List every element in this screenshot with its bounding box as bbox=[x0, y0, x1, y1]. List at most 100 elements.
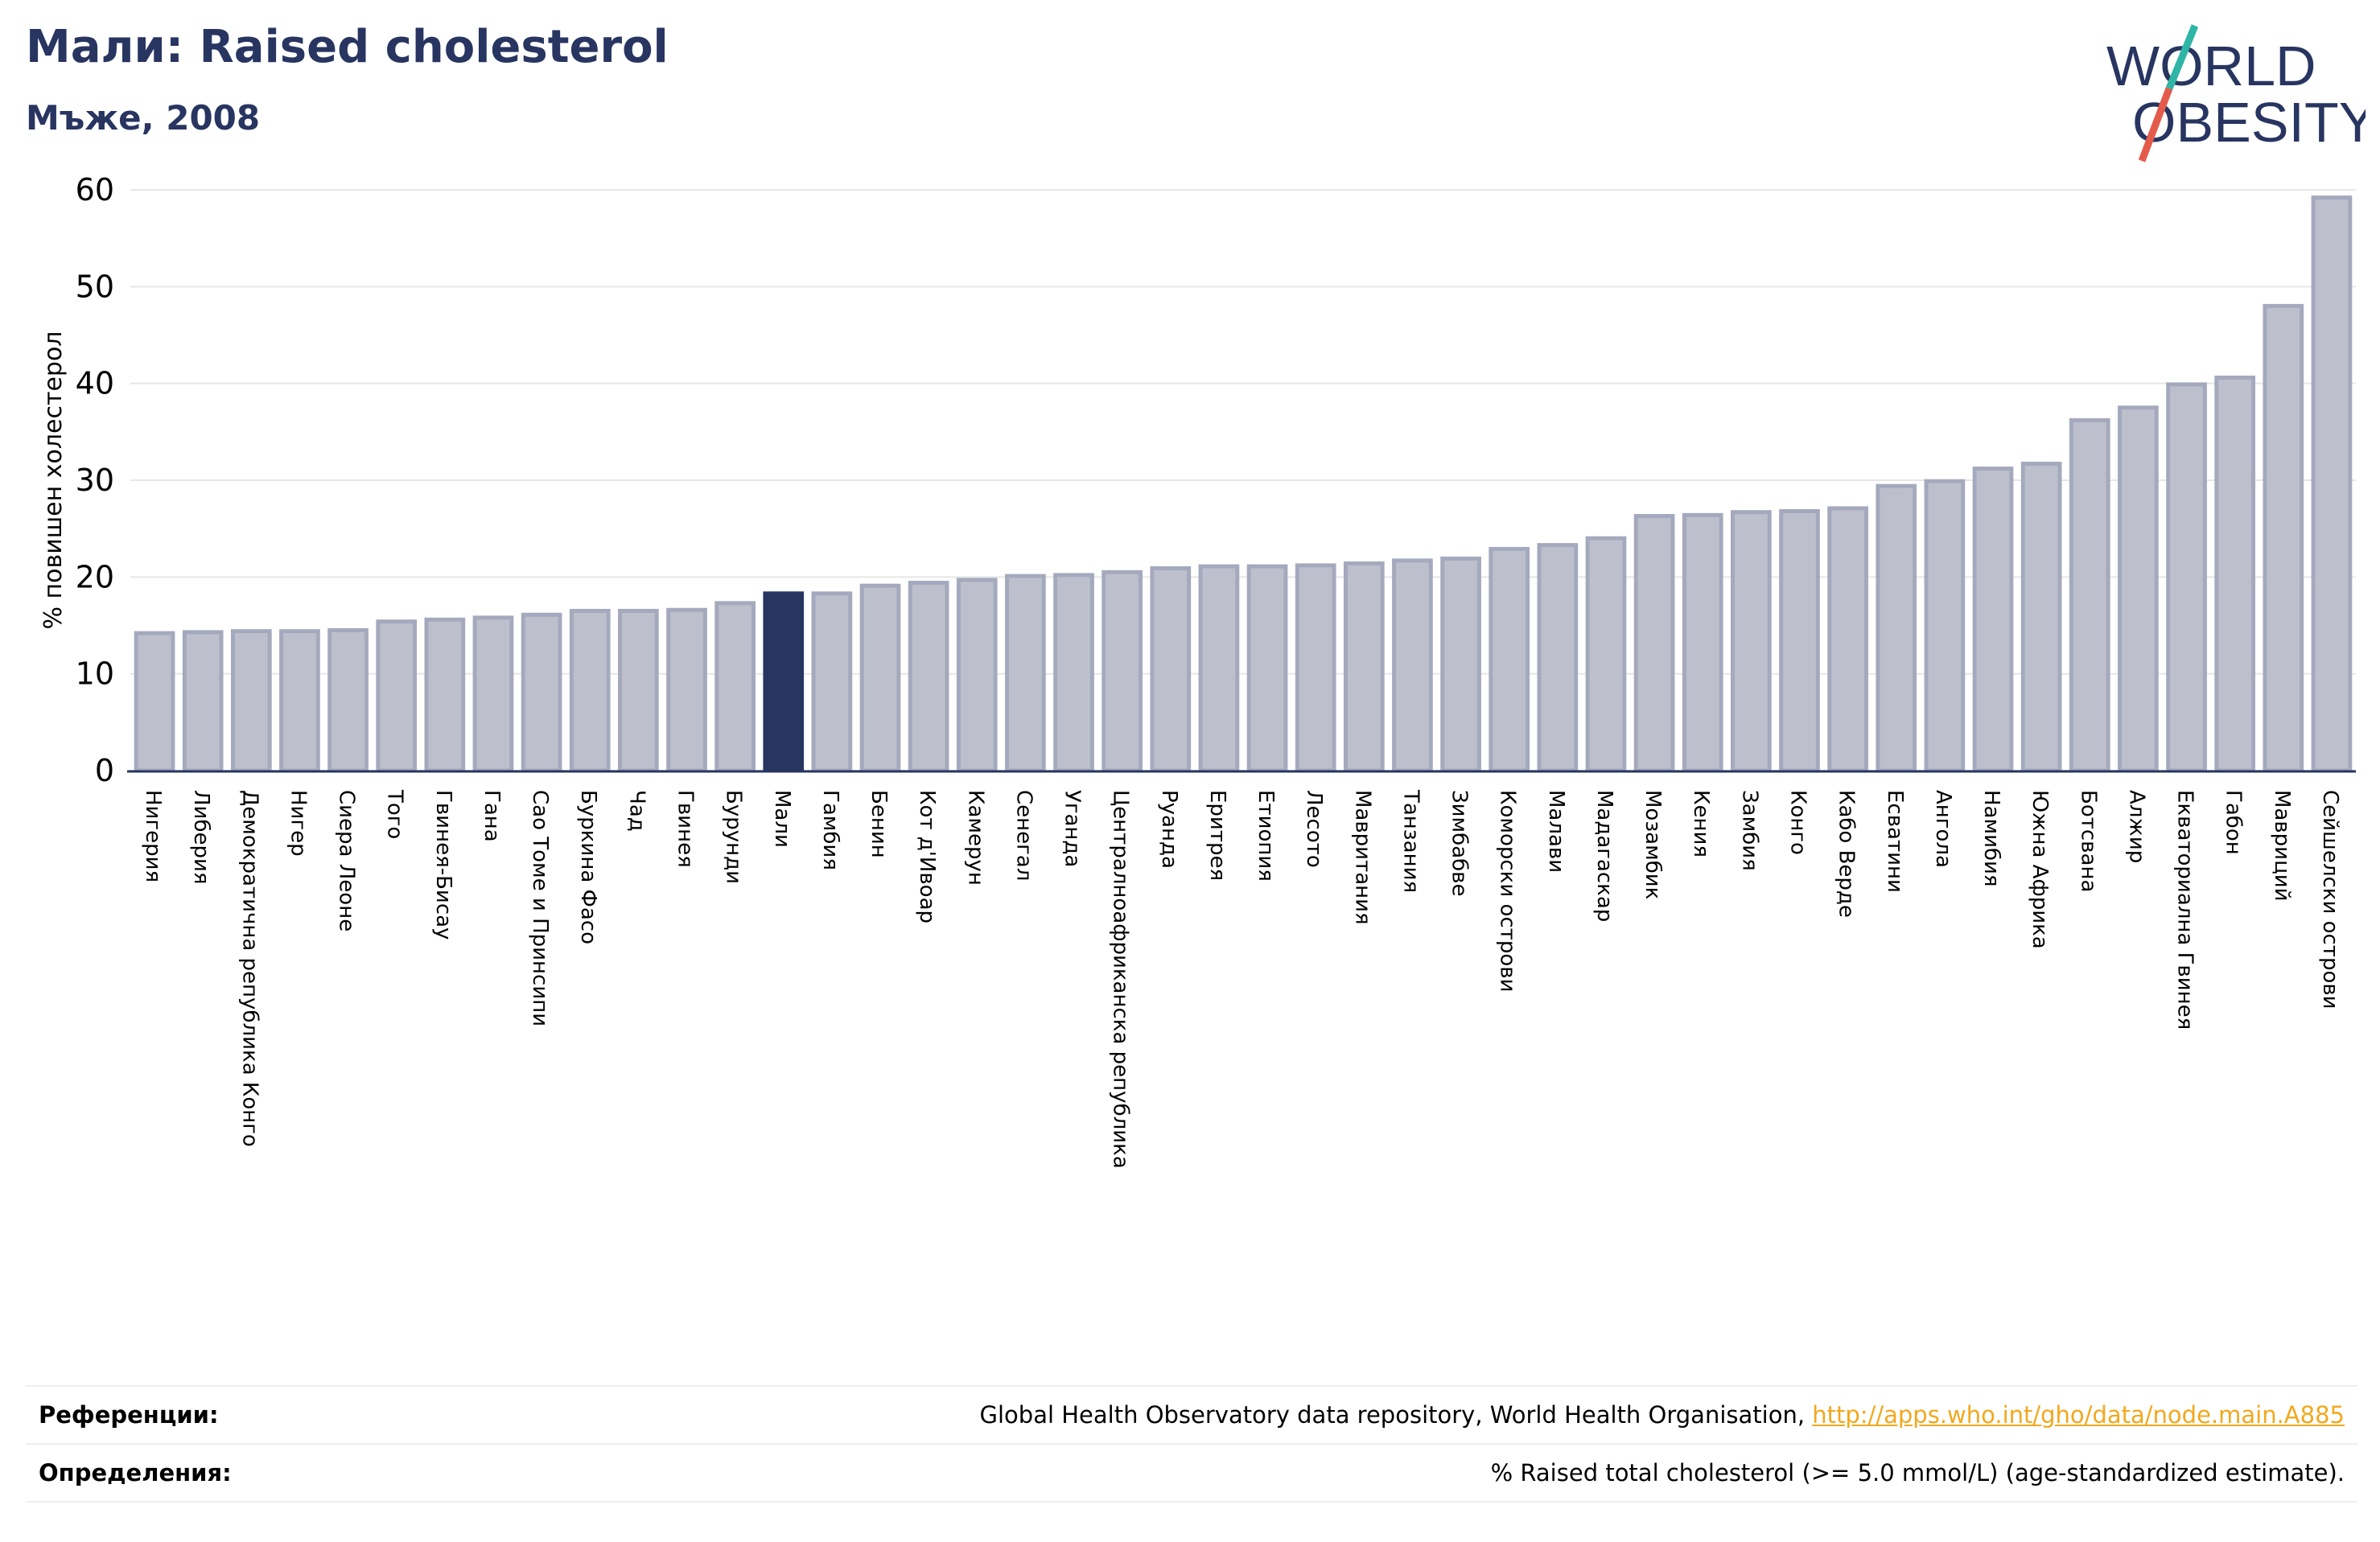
bar[interactable] bbox=[2311, 195, 2353, 773]
bar[interactable] bbox=[1779, 509, 1820, 773]
y-tick-label: 40 bbox=[76, 366, 114, 401]
x-tick-label: Кабо Верде bbox=[1834, 790, 1859, 918]
x-tick-label: Зимбабве bbox=[1447, 790, 1472, 897]
x-tick-label: Ботсвана bbox=[2076, 790, 2100, 892]
bar[interactable] bbox=[2020, 462, 2062, 773]
bar[interactable] bbox=[1876, 483, 1917, 773]
bar[interactable] bbox=[908, 581, 949, 773]
x-tick-label: Либерия bbox=[189, 790, 213, 885]
bar[interactable] bbox=[1633, 514, 1675, 773]
y-tick-label: 30 bbox=[76, 463, 114, 498]
x-tick-label: Кот д'Ивоар bbox=[915, 790, 939, 923]
references-row: Референции: Global Health Observatory da… bbox=[26, 1385, 2357, 1443]
chart-subtitle: Мъже, 2008 bbox=[26, 98, 261, 138]
bar[interactable] bbox=[2263, 303, 2304, 773]
x-tick-label: Бенин bbox=[867, 790, 891, 858]
bar[interactable] bbox=[618, 608, 659, 773]
x-tick-label: Сенегал bbox=[1011, 790, 1036, 881]
y-tick-label: 20 bbox=[76, 559, 114, 594]
bar[interactable] bbox=[521, 612, 562, 773]
references-value: Global Health Observatory data repositor… bbox=[980, 1401, 2345, 1429]
x-tick-label: Етиопия bbox=[1254, 790, 1278, 882]
x-tick-label: Мавриций bbox=[2270, 790, 2294, 902]
x-tick-label: Гвинея-Бисау bbox=[431, 790, 455, 940]
definitions-label: Определения: bbox=[39, 1459, 232, 1486]
x-tick-label: Сиера Леоне bbox=[335, 790, 359, 931]
bar[interactable] bbox=[134, 631, 175, 773]
bar[interactable] bbox=[1682, 512, 1723, 773]
bar[interactable] bbox=[1537, 543, 1579, 773]
bar[interactable] bbox=[279, 629, 320, 773]
bar[interactable] bbox=[472, 615, 514, 773]
bar-chart: 0 10 20 30 40 50 60 Нигерия Либерия Демократична… bbox=[39, 172, 2356, 1169]
logo-slash-red bbox=[2138, 87, 2173, 162]
x-tick-label: Гамбия bbox=[818, 790, 842, 870]
bar[interactable] bbox=[2214, 375, 2256, 773]
x-tick-label: Габон bbox=[2221, 790, 2246, 855]
x-tick-label: Демократична република Конго bbox=[237, 790, 261, 1147]
bar[interactable] bbox=[569, 608, 611, 773]
bar[interactable] bbox=[327, 628, 369, 773]
x-tick-label: Камерун bbox=[963, 790, 987, 886]
references-label: Референции: bbox=[39, 1401, 219, 1429]
chart-title: Мали: Raised cholesterol bbox=[26, 21, 669, 73]
x-tick-label: Централноафриканска република bbox=[1109, 790, 1133, 1169]
bar[interactable] bbox=[1150, 566, 1192, 773]
x-tick-label: Есватини bbox=[1883, 790, 1907, 893]
logo-slash-teal bbox=[2165, 24, 2199, 90]
y-tick-label: 10 bbox=[76, 656, 114, 692]
x-axis-labels: Нигерия Либерия Демократична република Кон… bbox=[141, 789, 2342, 1169]
bar[interactable] bbox=[1827, 506, 1868, 773]
bar[interactable] bbox=[2166, 382, 2207, 773]
bars bbox=[134, 195, 2353, 773]
bar[interactable] bbox=[859, 583, 901, 773]
bar[interactable] bbox=[1343, 561, 1385, 773]
x-tick-label: Мозамбик bbox=[1641, 790, 1665, 899]
bar[interactable] bbox=[1585, 536, 1627, 773]
x-tick-label: Коморски острови bbox=[1496, 790, 1520, 993]
y-axis-ticks: 0 10 20 30 40 50 60 bbox=[76, 172, 114, 788]
bar[interactable] bbox=[230, 629, 272, 773]
bar[interactable] bbox=[1972, 467, 2014, 773]
x-tick-label: Бурунди bbox=[722, 790, 746, 884]
x-tick-label: Намибия bbox=[1979, 790, 2003, 887]
x-tick-label: Замбия bbox=[1737, 790, 1761, 871]
references-link[interactable]: http://apps.who.int/gho/data/node.main.A… bbox=[1812, 1401, 2345, 1429]
x-tick-label: Буркина Фасо bbox=[576, 790, 600, 944]
bar[interactable] bbox=[2118, 405, 2159, 773]
x-tick-label: Кения bbox=[1689, 790, 1713, 857]
bar[interactable] bbox=[1198, 564, 1240, 773]
x-tick-label: Гана bbox=[480, 790, 504, 842]
bar[interactable] bbox=[1440, 556, 1481, 773]
bar[interactable] bbox=[666, 607, 707, 773]
bar[interactable] bbox=[1101, 570, 1143, 773]
bar[interactable] bbox=[182, 630, 224, 773]
bar[interactable] bbox=[1295, 563, 1336, 773]
y-tick-label: 50 bbox=[76, 269, 114, 304]
bar[interactable] bbox=[714, 601, 756, 773]
bar[interactable] bbox=[1053, 573, 1094, 773]
x-tick-label: Танзания bbox=[1398, 789, 1423, 893]
bar[interactable] bbox=[1924, 479, 1966, 773]
bar[interactable] bbox=[956, 578, 998, 773]
footer-divider bbox=[26, 1501, 2357, 1503]
definitions-row: Определения: % Raised total cholesterol … bbox=[26, 1443, 2357, 1501]
bar[interactable] bbox=[2069, 417, 2110, 773]
bar[interactable] bbox=[1005, 574, 1046, 773]
bar[interactable] bbox=[1489, 546, 1530, 773]
x-tick-label: Алжир bbox=[2124, 790, 2148, 863]
y-axis-label: % повишен холестерол bbox=[39, 331, 68, 630]
bar[interactable] bbox=[1246, 564, 1288, 773]
x-tick-label: Еритрея bbox=[1205, 790, 1229, 881]
bar[interactable] bbox=[376, 619, 418, 773]
x-tick-label: Конго bbox=[1786, 790, 1810, 855]
x-tick-label: Нигерия bbox=[141, 790, 165, 882]
x-tick-label: Гвинея bbox=[673, 790, 698, 868]
bar[interactable] bbox=[811, 591, 853, 773]
y-tick-label: 0 bbox=[95, 753, 114, 788]
x-tick-label: Лесото bbox=[1302, 790, 1326, 868]
bar[interactable] bbox=[424, 617, 466, 773]
bar-highlighted[interactable] bbox=[763, 591, 805, 773]
bar[interactable] bbox=[1392, 558, 1433, 773]
bar[interactable] bbox=[1731, 510, 1772, 773]
